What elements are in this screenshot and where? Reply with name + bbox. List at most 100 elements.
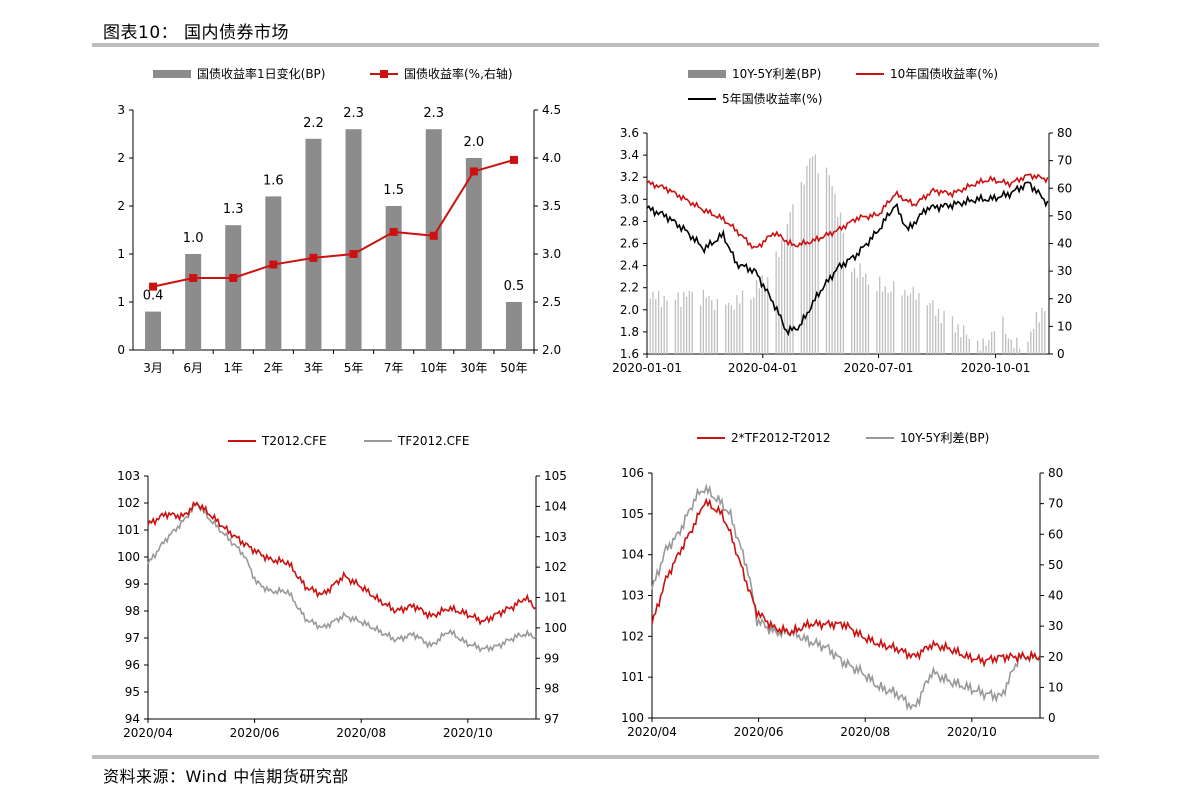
y-tick-label-left: 106 <box>621 466 644 480</box>
spread-bar <box>655 299 657 354</box>
y-tick-label-left: 101 <box>117 523 140 537</box>
y-tick-label-right: 105 <box>544 469 567 483</box>
spread-bar <box>979 350 982 354</box>
series-10y-yield <box>646 173 1049 250</box>
y-tick-label-right: 20 <box>1057 292 1072 306</box>
spread-bar <box>862 277 864 354</box>
y-tick-label-right: 40 <box>1057 237 1072 251</box>
y-tick-label-left: 98 <box>125 604 140 618</box>
spread-bar <box>960 337 962 354</box>
spread-bar <box>879 276 881 354</box>
spread-bar <box>680 306 682 354</box>
yield-point <box>189 274 198 282</box>
x-date-label: 2020-10-01 <box>961 361 1031 375</box>
y-tick-label-right: 10 <box>1057 319 1072 333</box>
spread-bar <box>909 293 912 354</box>
spread-bar <box>783 242 786 354</box>
yield-point <box>509 155 518 164</box>
spread-bar <box>674 299 677 354</box>
bar-3月 <box>145 311 162 350</box>
spread-bar <box>912 286 914 354</box>
spread-bar <box>1002 316 1004 354</box>
x-date-label: 2020-01-01 <box>612 361 682 375</box>
bar-data-label: 2.3 <box>343 106 364 121</box>
y-tick-label-right: 40 <box>1048 589 1063 603</box>
yield-point <box>309 253 318 262</box>
spread-bar <box>1044 311 1046 354</box>
x-category-label: 1年 <box>223 361 243 375</box>
spread-bar <box>803 184 805 354</box>
bottom-rule <box>92 755 1099 759</box>
y-tick-label-left: 99 <box>125 577 140 591</box>
spread-bar <box>761 275 763 354</box>
spread-bar <box>702 289 705 354</box>
yield-point <box>429 231 438 240</box>
spread-bar <box>814 154 816 354</box>
spread-bar <box>834 193 836 354</box>
y-tick-label-left: 3.4 <box>620 148 639 162</box>
spread-bar <box>730 305 733 354</box>
spread-bar <box>965 334 968 354</box>
spread-bar <box>954 332 956 354</box>
spread-bar <box>904 289 906 354</box>
bar-data-label: 1.3 <box>223 202 244 217</box>
spread-bar <box>767 277 769 354</box>
spread-bar <box>1032 328 1035 354</box>
spread-bar <box>1035 311 1038 354</box>
x-category-label: 3年 <box>304 361 324 375</box>
spread-bar <box>839 212 842 354</box>
y-tick-label-right: 60 <box>1048 527 1063 541</box>
y-tick-label-right: 3.0 <box>542 247 561 261</box>
bar-7年 <box>385 206 402 350</box>
spread-bar <box>1007 338 1010 354</box>
spread-bar <box>691 291 693 354</box>
spread-bar <box>688 290 691 354</box>
spread-bar <box>907 295 909 354</box>
yield-point <box>149 282 158 291</box>
spread-bar <box>683 292 685 354</box>
spread-bar <box>940 323 942 354</box>
y-tick-label-right: 30 <box>1057 264 1072 278</box>
spread-bar <box>739 303 741 354</box>
y-tick-label-right: 0 <box>1048 711 1056 725</box>
spread-bar <box>1041 307 1043 354</box>
bar-3年 <box>305 138 322 350</box>
y-tick-label-right: 103 <box>544 530 567 544</box>
spread-bar <box>993 330 996 354</box>
y-tick-label-left: 3 <box>117 103 125 117</box>
spread-bar <box>929 303 931 354</box>
spread-bar <box>842 232 844 354</box>
y-tick-label-right: 80 <box>1057 126 1072 140</box>
x-category-label: 5年 <box>344 361 364 375</box>
y-tick-label-left: 100 <box>621 711 644 725</box>
spread-bar <box>1013 348 1015 354</box>
legend-bp-change-label: 国债收益率1日变化(BP) <box>197 66 325 81</box>
bar-data-label: 1.6 <box>263 173 284 188</box>
spread-bar <box>806 165 808 354</box>
legend-2tf-t-label: 2*TF2012-T2012 <box>731 431 831 445</box>
y-tick-label-left: 3.2 <box>620 170 639 184</box>
yield-curve-line <box>152 158 515 288</box>
bar-30年 <box>465 158 482 350</box>
y-tick-label-right: 50 <box>1048 558 1063 572</box>
spread-bar <box>663 295 665 354</box>
spread-bar <box>708 295 710 354</box>
figure-title: 图表10： 国内债券市场 <box>103 23 290 43</box>
y-tick-label-right: 97 <box>544 712 559 726</box>
spread-bar <box>901 295 903 354</box>
spread-bar <box>990 332 993 354</box>
y-tick-label-left: 103 <box>621 589 644 603</box>
y-tick-label-right: 2.0 <box>542 343 561 357</box>
spread-bar <box>811 156 814 354</box>
y-tick-label-left: 2.6 <box>620 237 639 251</box>
y-tick-label-right: 20 <box>1048 650 1063 664</box>
y-tick-label-left: 2 <box>117 151 125 165</box>
x-date-label: 2020/06 <box>734 725 784 739</box>
y-tick-label-right: 99 <box>544 651 559 665</box>
x-category-label: 6月 <box>183 361 203 375</box>
y-tick-label-left: 2.4 <box>620 259 639 273</box>
x-date-label: 2020/04 <box>627 725 677 739</box>
y-tick-label-left: 0 <box>117 343 125 357</box>
spread-bar <box>881 291 884 354</box>
legend-spread-swatch <box>688 70 726 78</box>
